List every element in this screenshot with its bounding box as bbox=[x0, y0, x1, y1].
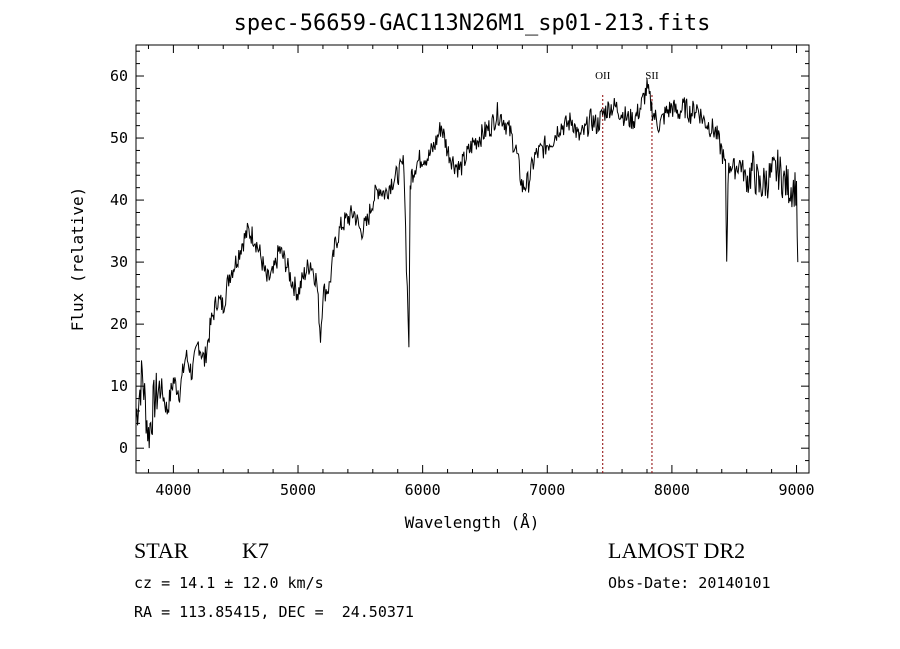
spectrum-line bbox=[135, 78, 799, 449]
y-axis-label: Flux (relative) bbox=[68, 187, 87, 332]
axis-ticks: 4000 5000 6000 7000 8000 9000 0 10 20 30 40 50 60 bbox=[110, 45, 815, 499]
x-tick-label: 4000 bbox=[155, 481, 191, 499]
y-tick-label: 40 bbox=[110, 191, 128, 209]
chart-title: spec-56659-GAC113N26M1_sp01-213.fits bbox=[234, 11, 711, 36]
redshift-readout: cz = 14.1 ± 12.0 km/s bbox=[134, 574, 324, 592]
x-axis-label: Wavelength (Å) bbox=[405, 513, 540, 532]
x-tick-label: 9000 bbox=[778, 481, 814, 499]
y-tick-label: 0 bbox=[119, 439, 128, 457]
x-tick-label: 8000 bbox=[654, 481, 690, 499]
y-tick-label: 60 bbox=[110, 67, 128, 85]
y-tick-label: 10 bbox=[110, 377, 128, 395]
emission-line-label: OII bbox=[595, 70, 611, 82]
x-tick-label: 5000 bbox=[280, 481, 316, 499]
annotation-layer: OII SII bbox=[595, 70, 659, 473]
x-tick-label: 6000 bbox=[405, 481, 441, 499]
y-tick-label: 50 bbox=[110, 129, 128, 147]
y-tick-label: 20 bbox=[110, 315, 128, 333]
plot-frame bbox=[135, 44, 810, 474]
y-tick-label: 30 bbox=[110, 253, 128, 271]
survey-name: LAMOST DR2 bbox=[608, 538, 746, 563]
object-type: STAR bbox=[134, 538, 189, 563]
emission-line-label: SII bbox=[645, 70, 659, 82]
coordinates: RA = 113.85415, DEC = 24.50371 bbox=[134, 603, 414, 621]
subclass: K7 bbox=[242, 538, 269, 563]
obs-date: Obs-Date: 20140101 bbox=[608, 574, 771, 592]
x-tick-label: 7000 bbox=[529, 481, 565, 499]
